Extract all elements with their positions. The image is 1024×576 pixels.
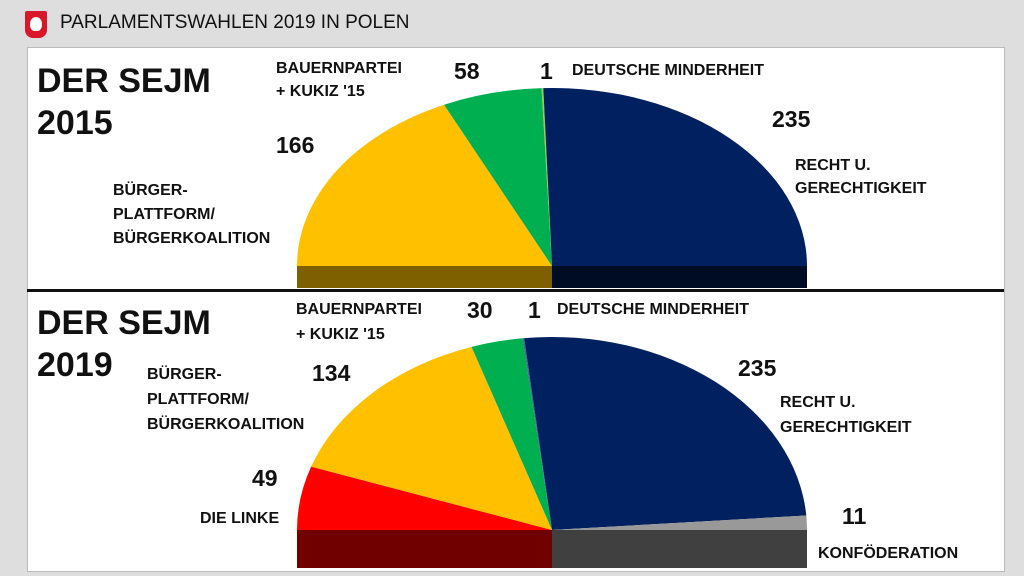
label-dm-2015: DEUTSCHE MINDERHEIT [572,62,765,79]
value-pis-2015: 235 [772,106,811,132]
base-band-right [552,530,807,568]
slice-1-1 [311,346,552,530]
value-bk-2019: 134 [312,360,351,386]
divider [27,289,1004,292]
label-pis-2015: GERECHTIGKEIT [795,180,927,197]
base-band-right [552,266,807,288]
value-dm-2019: 1 [528,297,541,323]
value-bk-2015: 166 [276,132,315,158]
base-band-left [297,530,552,568]
label-bk-2019: PLATTFORM/ [147,391,249,408]
slice-1-2 [471,338,552,530]
polish-eagle-icon [25,11,47,38]
label-bk-2015: BÜRGERKOALITION [113,230,271,247]
slice-1-3 [522,338,552,530]
value-konf-2019: 11 [842,503,867,529]
slice-1-5 [552,515,807,530]
slice-0-3 [543,87,807,266]
slice-1-4 [524,337,807,530]
value-pis-2019: 235 [738,355,777,381]
value-bauern-2019: 30 [467,297,493,323]
page-title: PARLAMENTSWAHLEN 2019 IN POLEN [60,12,410,33]
chart-title-2015-line1: DER SEJM [37,62,211,100]
label-pis-2019: GERECHTIGKEIT [780,419,912,436]
base-band-left [297,266,552,288]
slice-1-0 [297,466,552,530]
label-pis-2015: RECHT U. [795,157,871,174]
label-bk-2015: PLATTFORM/ [113,206,215,223]
label-bk-2015: BÜRGER- [113,182,188,199]
label-bk-2019: BÜRGERKOALITION [147,416,305,433]
value-dm-2015: 1 [540,58,553,84]
value-linke-2019: 49 [252,465,278,491]
label-konf-2019: KONFÖDERATION [818,545,959,562]
label-dm-2019: DEUTSCHE MINDERHEIT [557,301,750,318]
label-bauern-2015: BAUERNPARTEI [276,60,402,77]
slice-0-1 [444,88,552,267]
label-bauern-2015: + KUKIZ '15 [276,83,365,100]
slice-0-2 [541,88,552,267]
label-bauern-2019: BAUERNPARTEI [296,301,422,318]
chart-title-2015-line2: 2015 [37,104,113,142]
slice-0-0 [297,104,552,266]
value-bauern-2015: 58 [454,58,480,84]
chart-title-2019-line1: DER SEJM [37,304,211,342]
chart-title-2019-line2: 2019 [37,346,113,384]
label-linke-2019: DIE LINKE [200,510,280,527]
label-bk-2019: BÜRGER- [147,366,222,383]
label-bauern-2019: + KUKIZ '15 [296,326,385,343]
label-pis-2019: RECHT U. [780,394,856,411]
